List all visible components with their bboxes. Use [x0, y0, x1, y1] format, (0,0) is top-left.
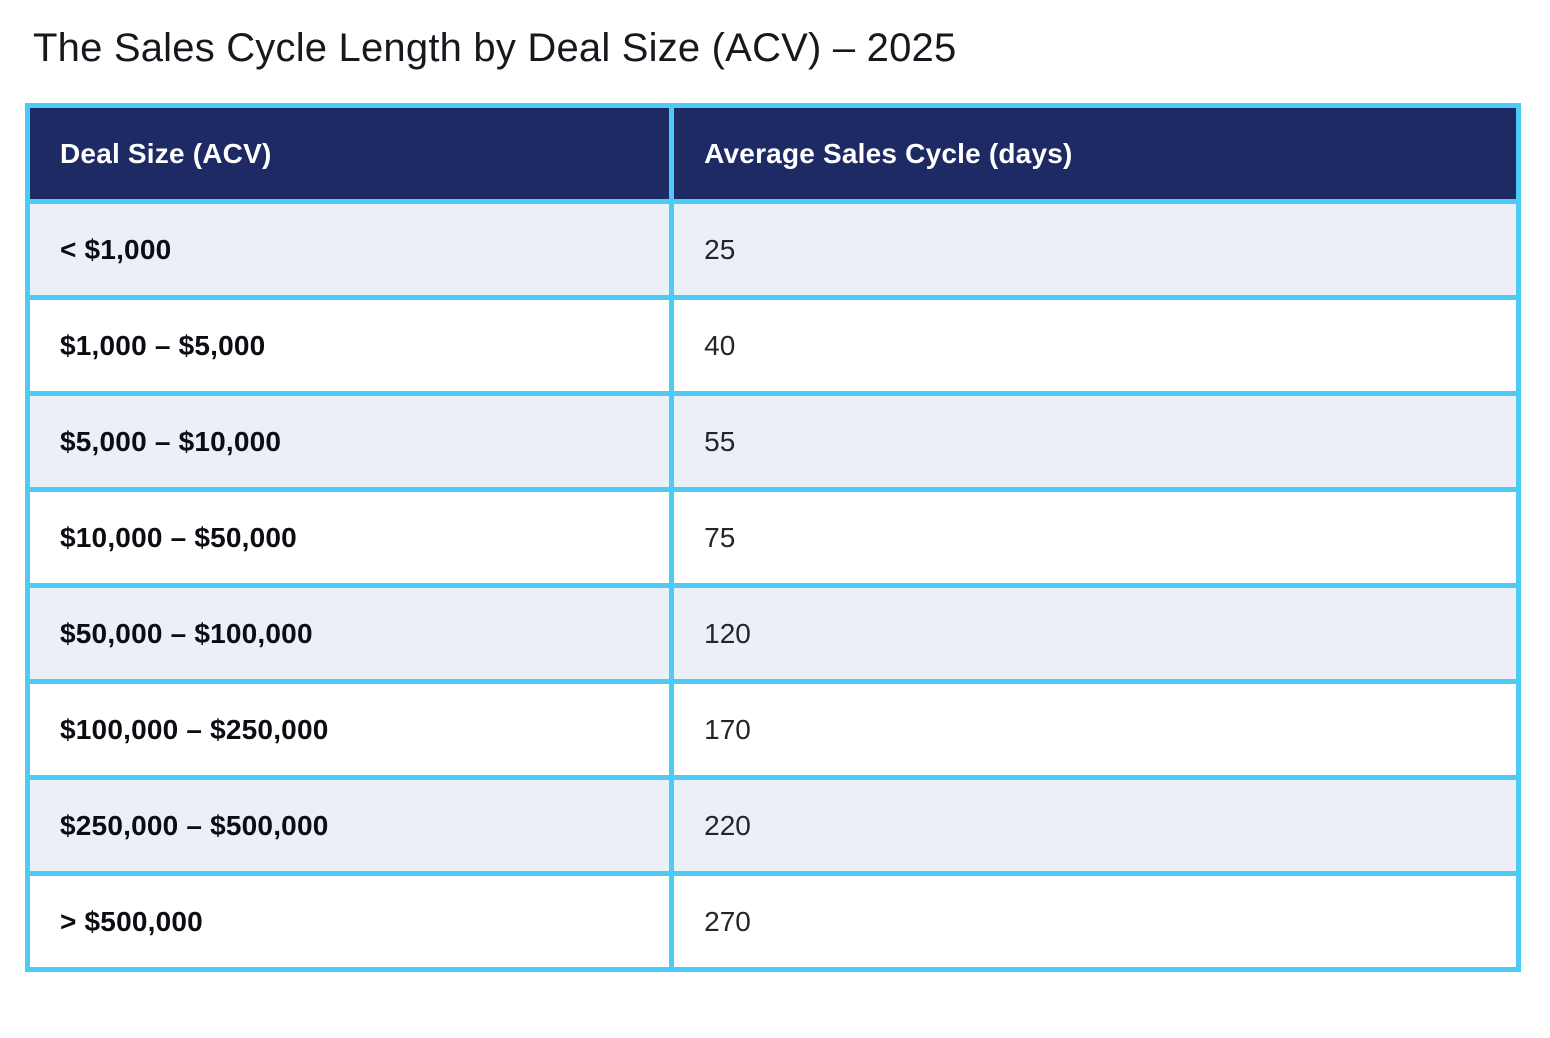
table-row: $250,000 – $500,000 220 — [24, 775, 1521, 876]
deal-size-cell: > $500,000 — [24, 871, 675, 972]
avg-days-cell: 220 — [669, 775, 1521, 876]
avg-days-cell: 25 — [669, 199, 1521, 300]
table-header: Deal Size (ACV) Average Sales Cycle (day… — [24, 103, 1521, 204]
deal-size-cell: $50,000 – $100,000 — [24, 583, 675, 684]
page-title: The Sales Cycle Length by Deal Size (ACV… — [33, 26, 957, 70]
table-body: < $1,000 25 $1,000 – $5,000 40 $5,000 – … — [24, 199, 1521, 972]
table-row: $1,000 – $5,000 40 — [24, 295, 1521, 396]
avg-days-cell: 40 — [669, 295, 1521, 396]
table-row: < $1,000 25 — [24, 199, 1521, 300]
table-row: $100,000 – $250,000 170 — [24, 679, 1521, 780]
sales-cycle-table: Deal Size (ACV) Average Sales Cycle (day… — [24, 103, 1521, 972]
avg-days-cell: 120 — [669, 583, 1521, 684]
deal-size-cell: $1,000 – $5,000 — [24, 295, 675, 396]
deal-size-cell: $250,000 – $500,000 — [24, 775, 675, 876]
table-row: $50,000 – $100,000 120 — [24, 583, 1521, 684]
deal-size-cell: $100,000 – $250,000 — [24, 679, 675, 780]
avg-days-cell: 270 — [669, 871, 1521, 972]
column-header-deal-size: Deal Size (ACV) — [24, 103, 675, 204]
table-row: $10,000 – $50,000 75 — [24, 487, 1521, 588]
avg-days-cell: 75 — [669, 487, 1521, 588]
deal-size-cell: $10,000 – $50,000 — [24, 487, 675, 588]
table-row: > $500,000 270 — [24, 871, 1521, 972]
table-container: Deal Size (ACV) Average Sales Cycle (day… — [24, 103, 1525, 972]
column-header-avg-sales-cycle: Average Sales Cycle (days) — [669, 103, 1521, 204]
deal-size-cell: < $1,000 — [24, 199, 675, 300]
table-row: $5,000 – $10,000 55 — [24, 391, 1521, 492]
deal-size-cell: $5,000 – $10,000 — [24, 391, 675, 492]
avg-days-cell: 55 — [669, 391, 1521, 492]
header-row: Deal Size (ACV) Average Sales Cycle (day… — [24, 103, 1521, 204]
avg-days-cell: 170 — [669, 679, 1521, 780]
